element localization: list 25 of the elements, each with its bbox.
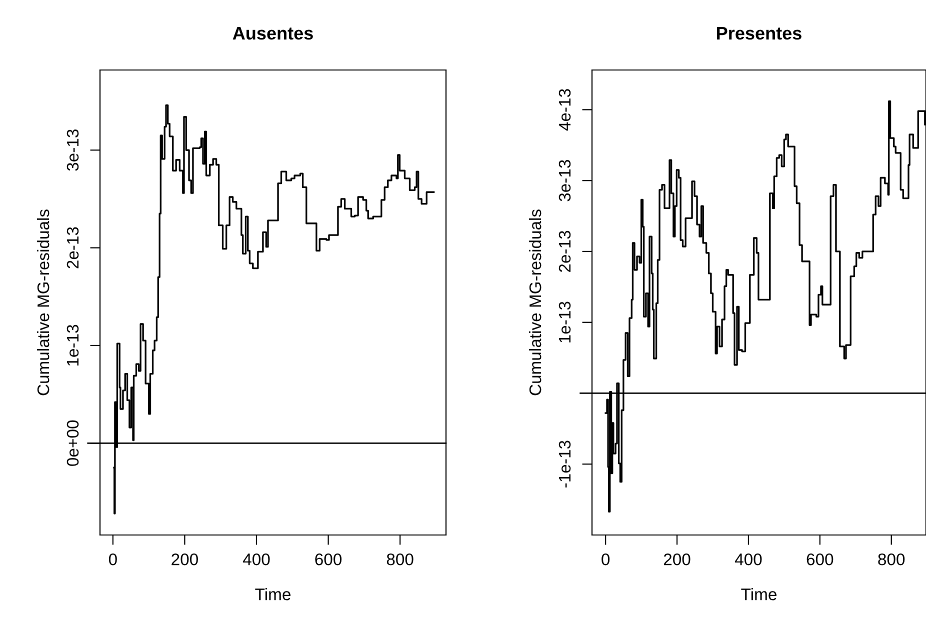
chart-title: Ausentes xyxy=(232,27,313,40)
x-tick-label: 600 xyxy=(315,553,342,566)
x-tick-label: 200 xyxy=(172,553,198,566)
x-tick-label: 0 xyxy=(108,553,117,566)
x-tick-label: 400 xyxy=(734,553,762,566)
x-tick-label: 600 xyxy=(806,553,834,566)
y-axis-title: Cumulative MG-residuals xyxy=(528,210,542,396)
x-tick-label: 800 xyxy=(878,553,905,566)
y-tick-label: 1e-13 xyxy=(558,302,571,342)
y-tick-label: 3e-13 xyxy=(558,160,571,202)
chart-title: Presentes xyxy=(717,27,802,40)
x-tick-label: 0 xyxy=(602,553,610,566)
x-axis-title: Time xyxy=(741,588,776,600)
x-tick-label: 200 xyxy=(664,553,690,566)
y-tick-label: 3e-13 xyxy=(66,130,79,171)
y-tick-label: 2e-13 xyxy=(66,227,79,268)
y-tick-label: 1e-13 xyxy=(66,324,79,366)
y-tick-label: -1e-13 xyxy=(558,440,571,488)
x-tick-label: 800 xyxy=(386,553,414,566)
y-axis-title: Cumulative MG-residuals xyxy=(36,210,50,396)
y-tick-label: 4e-13 xyxy=(558,89,571,131)
x-tick-label: 400 xyxy=(242,553,270,566)
y-tick-label: 2e-13 xyxy=(558,230,571,272)
x-axis-title: Time xyxy=(255,588,290,600)
y-tick-label: 0e+00 xyxy=(66,420,79,466)
